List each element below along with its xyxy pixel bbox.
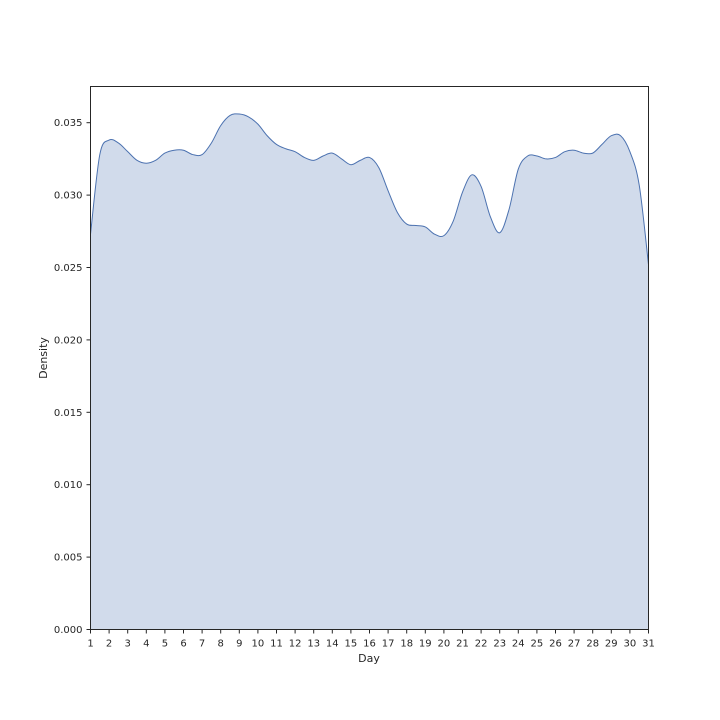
x-tick-label: 26 — [549, 639, 562, 650]
x-tick-label: 10 — [252, 639, 265, 650]
x-tick-label: 14 — [326, 639, 339, 650]
x-tick-label: 29 — [605, 639, 618, 650]
x-tick-label: 27 — [568, 639, 581, 650]
x-tick-label: 25 — [531, 639, 544, 650]
x-tick-label: 23 — [493, 639, 506, 650]
x-tick-label: 12 — [289, 639, 302, 650]
x-tick-label: 8 — [218, 639, 224, 650]
x-axis-ticks: 1 2 3 4 5 6 7 8 9 10 11 12 13 14 15 16 17 18 19 20 21 22 23 24 2… — [87, 629, 655, 650]
y-tick-label: 0.010 — [54, 480, 83, 491]
y-tick-label: 0.000 — [54, 625, 83, 636]
y-tick-label: 0.035 — [54, 118, 83, 129]
x-tick-label: 9 — [236, 639, 242, 650]
y-axis-label: Density — [37, 337, 50, 379]
x-tick-label: 24 — [512, 639, 525, 650]
x-tick-label: 11 — [270, 639, 283, 650]
x-tick-label: 31 — [642, 639, 655, 650]
x-tick-label: 21 — [456, 639, 469, 650]
x-tick-label: 28 — [586, 639, 599, 650]
x-tick-label: 16 — [363, 639, 376, 650]
density-line — [90, 113, 649, 265]
y-tick-label: 0.005 — [54, 553, 83, 564]
x-tick-label: 6 — [180, 639, 186, 650]
density-area-fill — [90, 113, 649, 630]
x-tick-label: 4 — [143, 639, 149, 650]
y-tick-label: 0.015 — [54, 408, 83, 419]
y-axis-ticks: 0.000 0.005 0.010 0.015 0.020 0.025 0.030 0.035 — [54, 118, 91, 636]
x-tick-label: 22 — [475, 639, 488, 650]
x-axis-label: Day — [358, 652, 380, 665]
x-tick-label: 13 — [307, 639, 320, 650]
y-tick-label: 0.025 — [54, 263, 83, 274]
x-tick-label: 7 — [199, 639, 205, 650]
x-tick-label: 30 — [624, 639, 637, 650]
x-tick-label: 5 — [162, 639, 168, 650]
y-tick-label: 0.030 — [54, 191, 83, 202]
x-tick-label: 15 — [345, 639, 358, 650]
x-tick-label: 17 — [382, 639, 395, 650]
x-tick-label: 3 — [125, 639, 131, 650]
x-tick-label: 1 — [87, 639, 93, 650]
x-tick-label: 2 — [106, 639, 112, 650]
x-tick-label: 19 — [419, 639, 432, 650]
x-tick-label: 18 — [400, 639, 413, 650]
x-tick-label: 20 — [438, 639, 451, 650]
y-tick-label: 0.020 — [54, 335, 83, 346]
